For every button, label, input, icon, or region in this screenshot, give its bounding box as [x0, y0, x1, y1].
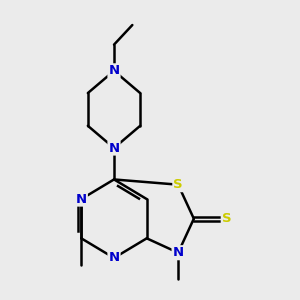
Text: N: N [172, 246, 184, 259]
Text: S: S [173, 178, 183, 191]
Text: N: N [76, 193, 87, 206]
Text: N: N [108, 251, 120, 265]
Text: N: N [108, 64, 120, 77]
Text: N: N [108, 142, 120, 154]
Text: S: S [222, 212, 231, 225]
